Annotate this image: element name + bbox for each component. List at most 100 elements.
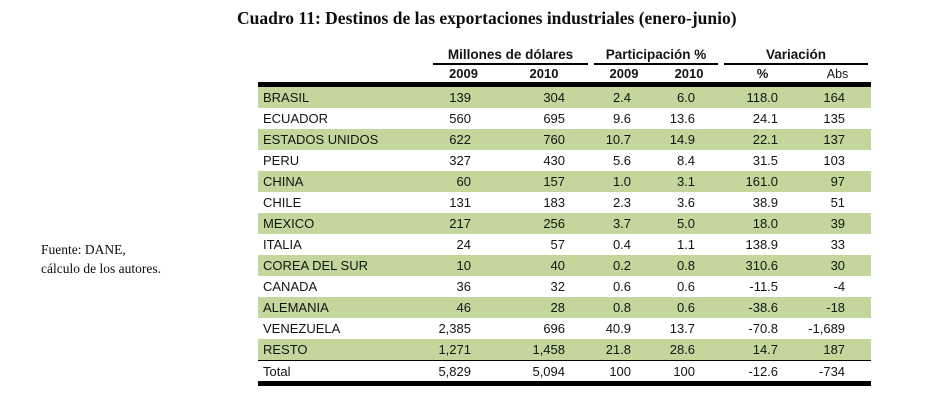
value-cell: 118.0 [721, 84, 805, 108]
exports-table: Millones de dólares Participación % Vari… [258, 44, 872, 386]
value-cell: 695 [543, 111, 566, 126]
subheader-participacion-2009: 2009 [591, 65, 658, 87]
table-row: BRASIL 139 304 2.4 6.0 118.0 164 [258, 84, 872, 108]
table-row: MEXICO 217 256 3.7 5.0 18.0 39 [258, 213, 872, 234]
table-row: RESTO 1,271 1,458 21.8 28.6 14.7 187 [258, 339, 872, 361]
group-header-participacion: Participación % [591, 44, 721, 65]
value-cell: -1,689 [808, 321, 846, 336]
value-cell: 139 [430, 84, 497, 108]
value-cell: 430 [543, 153, 566, 168]
value-cell: 103 [823, 153, 846, 168]
value-cell: 1.1 [676, 237, 696, 252]
subheader-variacion-abs: Abs [804, 65, 872, 87]
value-cell: 131 [449, 195, 471, 210]
value-cell: 38.9 [752, 195, 779, 210]
value-cell: 0.6 [657, 297, 722, 318]
total-value-cell: -734 [804, 360, 872, 386]
table-footer: Total 5,829 5,094 100 100 -12.6 -734 [258, 360, 872, 386]
value-cell: 310.6 [721, 255, 805, 276]
group-header-millones-label: Millones de dólares [433, 47, 589, 65]
group-header-variacion-label: Variación [724, 47, 869, 65]
value-cell: 304 [497, 84, 592, 108]
value-cell: 28.6 [657, 339, 722, 361]
value-cell: 0.4 [612, 237, 632, 252]
value-cell: 51 [830, 195, 846, 210]
value-cell: 24 [456, 237, 471, 252]
value-cell: 164 [804, 84, 872, 108]
value-cell: 60 [430, 171, 497, 192]
value-cell: 5.0 [657, 213, 722, 234]
value-cell: 0.2 [591, 255, 658, 276]
source-note-line1: Fuente: DANE, [41, 242, 126, 257]
subheader-millones-2009: 2009 [430, 65, 497, 87]
source-note-line2: cálculo de los autores. [41, 261, 161, 276]
table-row: ITALIA 24 57 0.4 1.1 138.9 33 [258, 234, 871, 255]
value-cell: 57 [550, 237, 566, 252]
value-cell: 40.9 [605, 321, 632, 336]
country-cell: PERU [263, 153, 300, 168]
value-cell: 560 [449, 111, 471, 126]
value-cell: 3.7 [591, 213, 658, 234]
value-cell: 0.8 [657, 255, 722, 276]
country-cell: CHILE [263, 195, 302, 210]
table-row: ECUADOR 560 695 9.6 13.6 24.1 135 [258, 108, 871, 129]
value-cell: 21.8 [591, 339, 658, 361]
value-cell: 157 [497, 171, 592, 192]
value-cell: 18.0 [721, 213, 805, 234]
value-cell: 31.5 [752, 153, 779, 168]
country-cell: VENEZUELA [263, 321, 341, 336]
value-cell: 14.7 [721, 339, 805, 361]
country-cell: CANADA [263, 279, 318, 294]
value-cell: -70.8 [748, 321, 779, 336]
country-cell: COREA DEL SUR [258, 255, 430, 276]
value-cell: 1.0 [591, 171, 658, 192]
value-cell: 32 [550, 279, 566, 294]
group-header-participacion-label: Participación % [594, 47, 719, 65]
value-cell: 183 [543, 195, 566, 210]
value-cell: 46 [430, 297, 497, 318]
value-cell: 0.8 [591, 297, 658, 318]
country-cell: ALEMANIA [258, 297, 430, 318]
value-cell: 2.3 [612, 195, 632, 210]
table-row: ALEMANIA 46 28 0.8 0.6 -38.6 -18 [258, 297, 872, 318]
total-label-cell: Total [258, 360, 430, 386]
subheader-participacion-2010: 2010 [657, 65, 722, 87]
table-body: BRASIL 139 304 2.4 6.0 118.0 164 ECUADOR… [258, 84, 872, 361]
table-row: CHINA 60 157 1.0 3.1 161.0 97 [258, 171, 872, 192]
value-cell: 13.6 [669, 111, 696, 126]
value-cell: 97 [804, 171, 872, 192]
table-title: Cuadro 11: Destinos de las exportaciones… [237, 8, 737, 28]
value-cell: 22.1 [721, 129, 805, 150]
value-cell: 39 [804, 213, 872, 234]
value-cell: 8.4 [676, 153, 696, 168]
source-note: Fuente: DANE, cálculo de los autores. [41, 240, 161, 278]
value-cell: 33 [830, 237, 846, 252]
value-cell: -18 [804, 297, 872, 318]
table-row: COREA DEL SUR 10 40 0.2 0.8 310.6 30 [258, 255, 872, 276]
total-value-cell: 5,094 [497, 360, 592, 386]
value-cell: 24.1 [752, 111, 779, 126]
value-cell: 1,458 [497, 339, 592, 361]
country-cell: MEXICO [258, 213, 430, 234]
value-cell: 28 [497, 297, 592, 318]
value-cell: 696 [543, 321, 566, 336]
value-cell: 9.6 [612, 111, 632, 126]
total-value-cell: 100 [657, 360, 722, 386]
value-cell: 10 [430, 255, 497, 276]
value-cell: 40 [497, 255, 592, 276]
country-cell: RESTO [258, 339, 430, 361]
value-cell: 30 [804, 255, 872, 276]
value-cell: 14.9 [657, 129, 722, 150]
group-header-row: Millones de dólares Participación % Vari… [258, 44, 871, 65]
value-cell: 327 [449, 153, 471, 168]
value-cell: 3.6 [676, 195, 696, 210]
value-cell: 2,385 [438, 321, 471, 336]
value-cell: 5.6 [612, 153, 632, 168]
sub-header-row: 2009 2010 2009 2010 % Abs [258, 65, 872, 87]
value-cell: 10.7 [591, 129, 658, 150]
value-cell: -11.5 [749, 279, 779, 294]
value-cell: 2.4 [591, 84, 658, 108]
value-cell: -4 [833, 279, 846, 294]
table-row: CANADA 36 32 0.6 0.6 -11.5 -4 [258, 276, 871, 297]
value-cell: 0.6 [676, 279, 696, 294]
